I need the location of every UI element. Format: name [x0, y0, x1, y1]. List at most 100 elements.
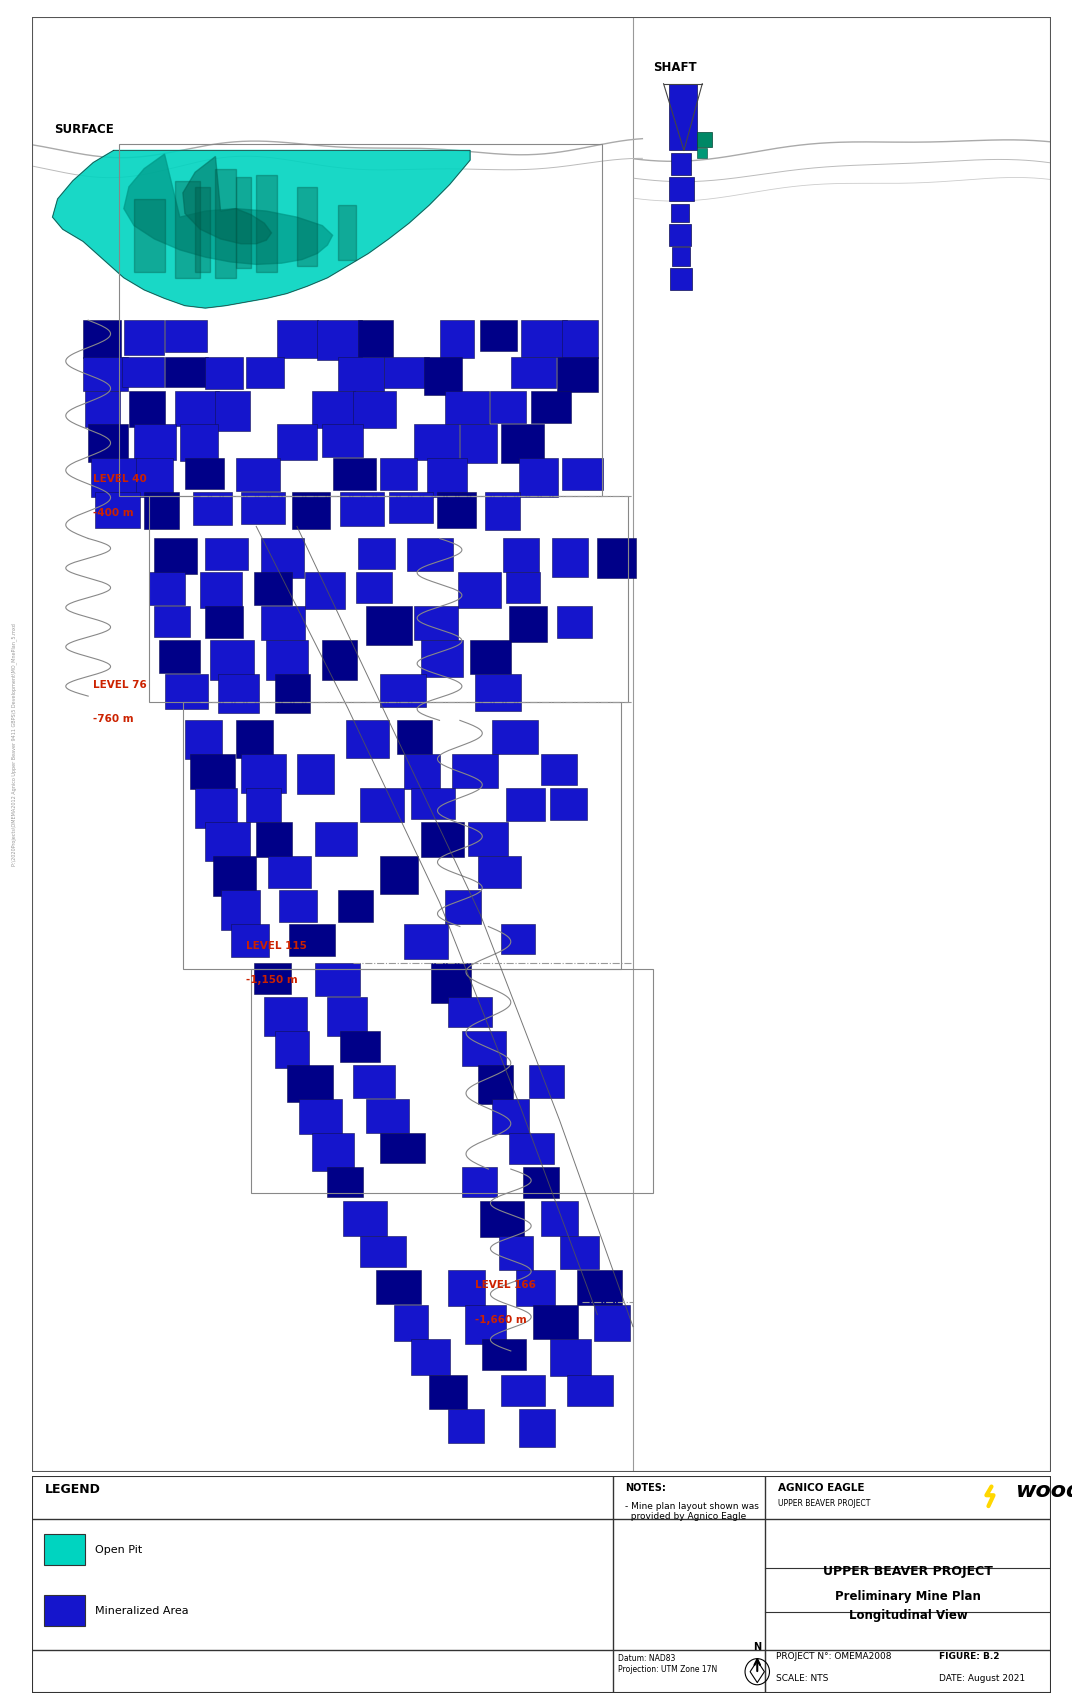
Bar	[268, 856, 311, 888]
Bar	[277, 424, 317, 460]
Bar	[492, 720, 538, 754]
Bar	[323, 640, 357, 681]
Bar	[256, 822, 292, 858]
Bar	[381, 856, 418, 894]
Text: Datum: NAD83
Projection: UTM Zone 17N: Datum: NAD83 Projection: UTM Zone 17N	[617, 1654, 717, 1673]
Bar	[205, 606, 243, 638]
Bar	[407, 538, 452, 572]
Bar	[84, 357, 128, 390]
Bar	[193, 492, 232, 526]
Bar	[462, 1031, 506, 1065]
Bar	[478, 1065, 512, 1103]
Bar	[84, 320, 121, 357]
Bar	[190, 754, 235, 790]
Bar	[671, 153, 691, 175]
Bar	[523, 1166, 559, 1198]
Text: SCALE: NTS: SCALE: NTS	[775, 1673, 828, 1683]
Bar	[315, 963, 360, 996]
Bar	[550, 1339, 592, 1377]
Text: LEVEL 115: LEVEL 115	[247, 941, 307, 951]
Bar	[195, 788, 237, 829]
Bar	[594, 1305, 630, 1341]
Bar	[562, 458, 604, 490]
Bar	[85, 390, 120, 427]
Text: -1,150 m: -1,150 m	[247, 975, 298, 985]
Bar	[247, 357, 284, 388]
Bar	[44, 1595, 85, 1625]
Bar	[123, 320, 164, 356]
Bar	[340, 492, 384, 526]
Bar	[360, 1236, 406, 1268]
Bar	[254, 963, 291, 994]
Text: LEVEL 40: LEVEL 40	[93, 473, 147, 483]
Bar	[376, 1270, 421, 1304]
Bar	[91, 458, 137, 497]
Bar	[556, 357, 598, 391]
Bar	[458, 572, 501, 608]
Bar	[541, 1200, 578, 1236]
Bar	[550, 788, 587, 820]
Bar	[279, 890, 317, 922]
Bar	[286, 1065, 332, 1103]
Bar	[506, 788, 546, 820]
Bar	[669, 177, 695, 201]
Polygon shape	[236, 177, 251, 267]
Bar	[165, 320, 207, 352]
Bar	[367, 1099, 410, 1134]
Bar	[262, 606, 306, 640]
Bar	[448, 1409, 485, 1443]
Bar	[136, 458, 173, 497]
Text: SHAFT: SHAFT	[653, 61, 697, 75]
Bar	[562, 320, 598, 357]
Bar	[519, 458, 557, 497]
Polygon shape	[183, 157, 271, 243]
Bar	[205, 538, 248, 570]
Bar	[312, 1134, 354, 1171]
Bar	[533, 1305, 578, 1339]
Polygon shape	[134, 199, 165, 272]
Bar	[577, 1270, 622, 1305]
Bar	[381, 458, 417, 490]
Bar	[425, 357, 462, 395]
Bar	[184, 720, 222, 759]
Text: AGNICO EAGLE: AGNICO EAGLE	[777, 1482, 864, 1493]
Bar	[492, 1099, 530, 1134]
Bar	[323, 424, 363, 458]
Bar	[451, 754, 497, 788]
Bar	[247, 788, 281, 822]
Bar	[393, 1305, 429, 1341]
Bar	[241, 754, 286, 793]
Bar	[218, 674, 259, 713]
Bar	[478, 856, 521, 888]
Bar	[448, 997, 492, 1028]
Bar	[468, 822, 508, 856]
Bar	[503, 538, 539, 572]
Bar	[501, 924, 535, 955]
Bar	[404, 924, 448, 960]
Bar	[414, 606, 458, 640]
Polygon shape	[175, 180, 200, 277]
Bar	[506, 572, 540, 603]
Bar	[306, 572, 345, 609]
Bar	[236, 720, 272, 757]
Text: Preliminary Mine Plan
Longitudinal View: Preliminary Mine Plan Longitudinal View	[835, 1590, 981, 1622]
Bar	[480, 320, 517, 351]
Polygon shape	[338, 204, 356, 260]
Bar	[122, 357, 164, 386]
Bar	[265, 997, 307, 1035]
Bar	[236, 458, 280, 492]
Bar	[241, 492, 285, 524]
Bar	[154, 538, 197, 574]
Bar	[516, 1270, 554, 1305]
Bar	[215, 390, 250, 431]
Bar	[462, 1166, 496, 1197]
Bar	[421, 822, 464, 858]
Bar	[697, 148, 708, 158]
Polygon shape	[195, 187, 210, 272]
Bar	[672, 247, 690, 266]
Bar	[288, 924, 334, 955]
Bar	[531, 390, 571, 424]
Text: PROJECT N°: OMEMA2008: PROJECT N°: OMEMA2008	[775, 1653, 891, 1661]
Text: UPPER BEAVER PROJECT: UPPER BEAVER PROJECT	[777, 1498, 870, 1508]
Bar	[328, 997, 368, 1035]
